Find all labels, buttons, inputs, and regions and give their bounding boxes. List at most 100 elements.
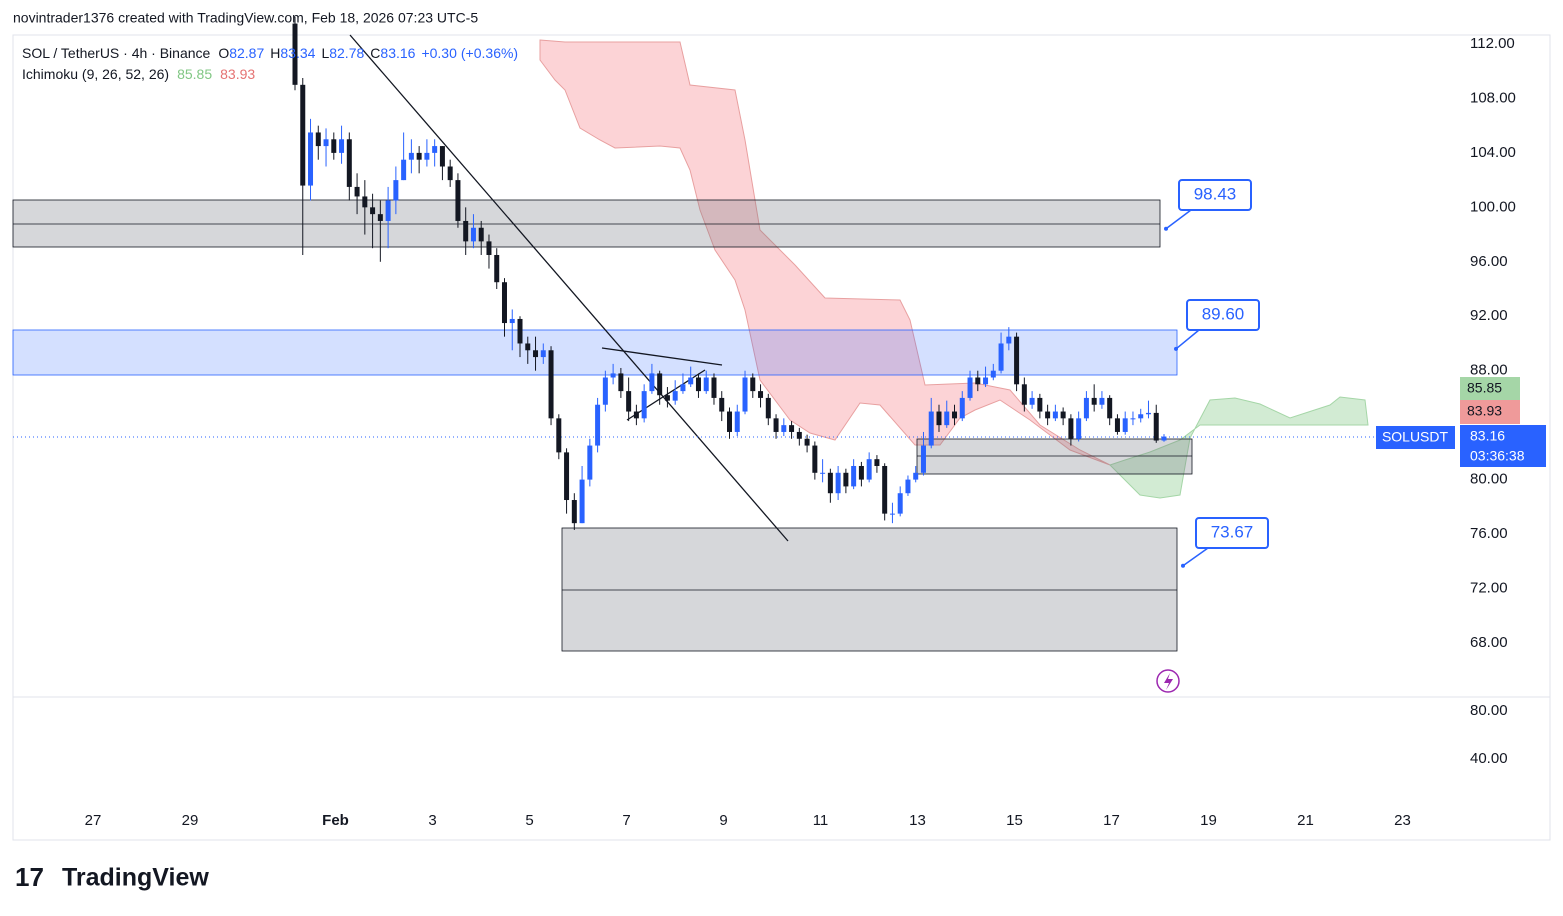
header: novintrader1376 created with TradingView… [13, 10, 478, 26]
candle-body [447, 166, 453, 181]
candle-body [920, 445, 926, 473]
callout-pointer [1175, 329, 1200, 350]
candle-body [579, 479, 585, 524]
candle-body [408, 152, 414, 160]
y-tick-label: 68.00 [1470, 634, 1508, 651]
candle-body [835, 472, 841, 494]
candle-body [672, 391, 678, 401]
candle-body [517, 318, 523, 344]
candle-body [455, 180, 461, 221]
y-tick-label: 80.00 [1470, 702, 1508, 719]
candle-body [796, 431, 802, 439]
candle-body [525, 343, 531, 351]
candle-body [432, 146, 438, 153]
candle-body [1083, 397, 1089, 419]
last-price-box [1460, 425, 1546, 467]
y-tick-label: 80.00 [1470, 471, 1508, 488]
candle-body [556, 418, 562, 453]
candle-body [843, 472, 849, 487]
candle-body [1006, 336, 1012, 344]
symbol: SOL / TetherUS · 4h · Binance [22, 45, 211, 61]
callout-label: 98.43 [1194, 184, 1237, 203]
candle-body [975, 377, 981, 385]
ohlc-value: 83.34 [280, 45, 315, 61]
x-tick-label: 19 [1200, 812, 1217, 829]
change-pct: (+0.36%) [461, 45, 518, 61]
last-price: 83.16 [1470, 428, 1505, 444]
candle-body [719, 397, 725, 412]
ohlc-key: L [321, 45, 329, 61]
candle-body [874, 459, 880, 466]
candle-body [889, 513, 895, 515]
candle-body [494, 254, 500, 283]
legend: SOL / TetherUS · 4h · Binance O82.87 H83.3… [22, 45, 518, 61]
zone [12, 199, 1161, 248]
candle-body [1099, 397, 1105, 405]
candle-body [905, 479, 911, 494]
y-tick-label: 40.00 [1470, 750, 1508, 767]
candle-body [354, 186, 360, 197]
x-tick-label: 23 [1394, 812, 1411, 829]
zone [916, 438, 1193, 475]
candle-body [765, 397, 771, 419]
ohlc-value: 83.16 [380, 45, 415, 61]
candle-body [657, 373, 663, 396]
candle-body [587, 445, 593, 480]
callout-pointer [1165, 209, 1192, 230]
y-tick-label: 108.00 [1470, 89, 1516, 106]
callout-pointer [1182, 547, 1209, 567]
candle-body [688, 377, 694, 385]
x-tick-label: 9 [719, 812, 727, 829]
candle-body [789, 425, 795, 432]
candle-body [998, 343, 1004, 371]
candle-body [1153, 412, 1159, 441]
candle-body [649, 373, 655, 392]
candle-body [1161, 436, 1167, 441]
candle-body [300, 84, 306, 186]
callout-box [1186, 299, 1260, 331]
candle-body [424, 152, 430, 160]
candle-body [734, 411, 740, 432]
candle-body [571, 500, 577, 524]
candle-body [331, 139, 337, 153]
candle-body [1145, 412, 1151, 415]
y-tick-label: 96.00 [1470, 253, 1508, 270]
candle-body [1068, 418, 1074, 439]
candle-body [1014, 336, 1020, 385]
countdown: 03:36:38 [1470, 448, 1525, 464]
candle-body [610, 373, 616, 378]
candle-body [967, 377, 973, 398]
candle-body [851, 465, 857, 487]
candle-body [758, 391, 764, 398]
price-label: 85.85 [1467, 380, 1502, 396]
x-tick-label: 17 [1103, 812, 1120, 829]
candle-body [540, 350, 546, 358]
candle-body [913, 472, 919, 480]
x-tick-label: 29 [182, 812, 199, 829]
candle-body [439, 146, 445, 167]
candle-body [1114, 418, 1120, 432]
brand-logo: 17 [15, 862, 44, 892]
candle-body [944, 411, 950, 426]
candle-body [1091, 397, 1097, 405]
candle-body [1060, 411, 1066, 419]
candle-body [680, 384, 686, 392]
x-tick-label: 27 [85, 812, 102, 829]
indicator-value: 83.93 [220, 66, 255, 82]
symbol-tag [1376, 426, 1455, 449]
alert-icon[interactable] [1156, 669, 1180, 693]
candle-body [501, 282, 507, 324]
y-tick-label: 92.00 [1470, 307, 1508, 324]
y-tick-label: 100.00 [1470, 198, 1516, 215]
candle-body [695, 377, 701, 392]
candle-body [781, 425, 787, 432]
candle-body [339, 139, 345, 153]
y-tick-label: 104.00 [1470, 144, 1516, 161]
ohlc-key: C [370, 45, 380, 61]
kumo-bullish [1109, 396, 1369, 499]
y-tick-label: 76.00 [1470, 525, 1508, 542]
trendline [601, 347, 723, 366]
candle-body [959, 397, 965, 419]
